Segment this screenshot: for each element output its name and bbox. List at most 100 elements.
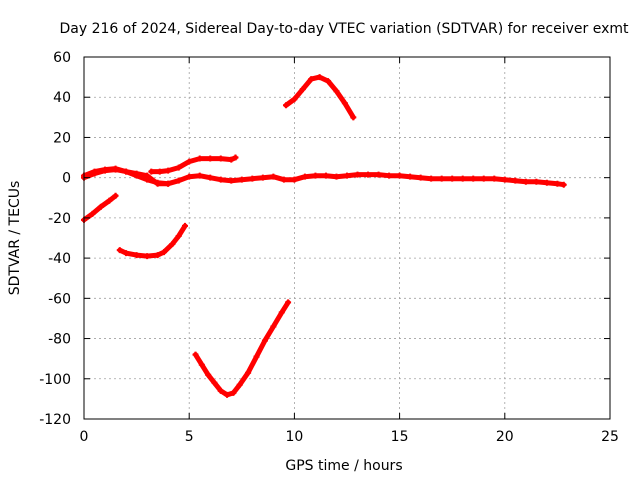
data-point — [407, 173, 414, 180]
data-point — [291, 96, 298, 103]
data-point — [560, 181, 567, 188]
data-point — [280, 176, 287, 183]
data-point — [133, 252, 140, 259]
x-axis-label: GPS time / hours — [285, 458, 402, 474]
data-point — [299, 86, 306, 93]
data-point — [238, 176, 245, 183]
grid-lines — [84, 57, 610, 419]
data-point — [522, 178, 529, 185]
y-tick-label: -60 — [48, 291, 71, 307]
data-point — [282, 102, 289, 109]
data-point — [253, 353, 260, 360]
data-point — [196, 155, 203, 162]
data-point — [285, 299, 292, 306]
data-point — [112, 192, 119, 199]
data-point — [245, 369, 252, 376]
data-point — [259, 174, 266, 181]
data-point — [449, 175, 456, 182]
data-point — [543, 179, 550, 186]
data-point — [491, 175, 498, 182]
data-point — [89, 210, 96, 217]
y-tick-label: -40 — [48, 251, 71, 267]
data-point — [316, 74, 323, 81]
data-point — [249, 175, 256, 182]
data-point — [123, 168, 130, 175]
data-point — [301, 173, 308, 180]
x-tick-label: 15 — [391, 429, 409, 445]
data-point — [91, 168, 98, 175]
data-point — [169, 241, 176, 248]
data-point — [217, 387, 224, 394]
series-rising-arc — [148, 155, 238, 175]
axis-ticks: 0 5 10 15 20 25 -120 -100 -80 -60 -40 -20 0 20 40 60 — [39, 50, 619, 445]
data-point — [232, 154, 239, 161]
data-point — [322, 172, 329, 179]
data-point — [175, 232, 182, 239]
y-tick-label: 60 — [53, 50, 71, 66]
data-point — [156, 168, 163, 175]
data-point — [365, 171, 372, 178]
x-tick-label: 25 — [601, 429, 619, 445]
data-point — [154, 252, 161, 259]
data-point — [312, 172, 319, 179]
data-point — [512, 177, 519, 184]
data-point — [236, 381, 243, 388]
data-point — [270, 173, 277, 180]
data-point — [333, 88, 340, 95]
x-tick-label: 5 — [185, 429, 194, 445]
plot-frame — [83, 56, 611, 420]
data-point — [341, 100, 348, 107]
x-tick-label: 10 — [285, 429, 303, 445]
data-point — [228, 156, 235, 163]
series-trough-108 — [193, 299, 291, 398]
data-point — [270, 323, 277, 330]
data-point — [417, 174, 424, 181]
y-tick-label: -20 — [48, 211, 71, 227]
data-point — [123, 250, 130, 257]
x-tick-label: 20 — [496, 429, 514, 445]
y-tick-label: -80 — [48, 332, 71, 348]
data-point — [116, 247, 123, 254]
data-point — [308, 76, 315, 83]
data-point — [97, 203, 104, 210]
data-point — [205, 371, 212, 378]
data-point — [192, 351, 199, 358]
y-tick-label: 0 — [62, 171, 71, 187]
data-point — [278, 309, 285, 316]
data-point — [207, 155, 214, 162]
data-point — [175, 177, 182, 184]
data-point — [333, 173, 340, 180]
data-point — [224, 391, 231, 398]
data-point — [344, 172, 350, 179]
data-point — [148, 168, 155, 175]
data-point — [144, 253, 151, 260]
data-point — [102, 166, 109, 173]
data-point — [196, 172, 203, 179]
data-point — [428, 175, 435, 182]
y-axis-label: SDTVAR / TECUs — [7, 181, 23, 296]
data-point — [533, 178, 540, 185]
data-point — [175, 164, 182, 171]
data-point — [396, 172, 403, 179]
data-point — [438, 175, 445, 182]
data-point — [325, 78, 332, 85]
data-point — [144, 176, 151, 183]
y-tick-label: 20 — [53, 130, 71, 146]
data-point — [211, 379, 218, 386]
data-point — [186, 158, 193, 165]
data-point — [160, 249, 167, 256]
data-point — [228, 177, 235, 184]
data-point — [181, 222, 188, 229]
data-point — [350, 114, 357, 121]
data-point — [112, 165, 119, 172]
data-point — [207, 174, 214, 181]
data-point — [375, 171, 382, 178]
data-point — [354, 171, 361, 178]
data-point — [501, 176, 508, 183]
data-point — [386, 172, 393, 179]
data-point — [291, 176, 298, 183]
data-point — [230, 389, 237, 396]
data-point — [133, 172, 140, 179]
y-tick-label: -100 — [39, 372, 71, 388]
